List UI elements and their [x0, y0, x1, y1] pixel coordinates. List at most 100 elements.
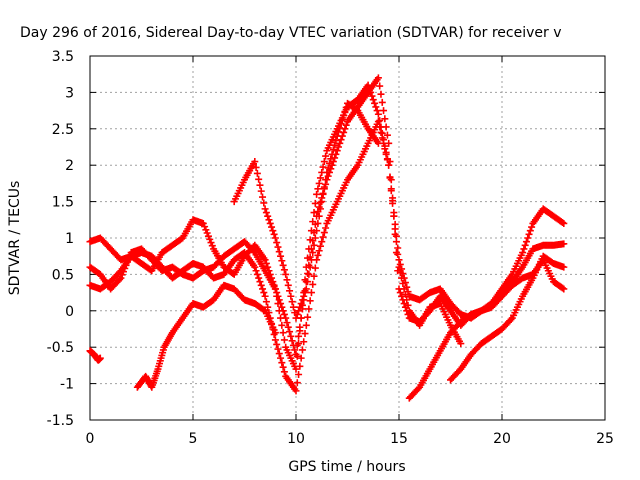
data-point-fill: [403, 296, 411, 304]
data-point-fill: [255, 175, 263, 183]
data-point-fill: [342, 121, 350, 129]
data-point-fill: [315, 247, 323, 255]
data-point-fill: [320, 183, 328, 191]
data-point-fill: [316, 174, 324, 182]
data-point-fill: [365, 85, 373, 93]
data-point-fill: [320, 158, 328, 166]
data-point-fill: [300, 338, 308, 346]
data-point-fill: [291, 346, 299, 354]
data-point-fill: [257, 281, 265, 289]
data-series-2: [86, 74, 568, 358]
data-point-fill: [324, 172, 332, 180]
data-point-fill: [260, 306, 268, 314]
data-point-fill: [278, 321, 286, 329]
data-point-fill: [126, 252, 134, 260]
data-point-fill: [279, 329, 287, 337]
data-point-fill: [286, 328, 294, 336]
data-point-fill: [284, 281, 292, 289]
data-point-fill: [378, 129, 386, 137]
x-tick-label: 10: [287, 431, 305, 447]
data-point-fill: [304, 269, 312, 277]
data-point-fill: [316, 205, 324, 213]
data-point-fill: [394, 250, 402, 258]
data-point-fill: [373, 107, 381, 115]
data-point: [560, 263, 568, 271]
data-point-fill: [265, 216, 273, 224]
data-point-fill: [414, 385, 422, 393]
data-point-fill: [559, 219, 567, 227]
data-point-fill: [260, 289, 268, 297]
data-point-fill: [298, 296, 306, 304]
data-point-fill: [377, 90, 385, 98]
data-point-fill: [316, 199, 324, 207]
data-point-fill: [396, 269, 404, 277]
data-point: [251, 263, 259, 271]
data-point-fill: [264, 303, 272, 311]
data-point: [385, 139, 393, 147]
data-point-fill: [279, 261, 287, 269]
data-point-fill: [340, 112, 348, 120]
data-point-fill: [116, 275, 124, 283]
axis-ticks: [89, 55, 606, 421]
data-point-fill: [293, 352, 301, 360]
data-point-fill: [520, 245, 528, 253]
data-point-fill: [301, 289, 309, 297]
data-point-fill: [314, 219, 322, 227]
y-tick-label: 0.5: [52, 267, 74, 283]
data-point-fill: [304, 278, 312, 286]
data-point-fill: [204, 232, 212, 240]
data-point-fill: [274, 243, 282, 251]
data-point-fill: [334, 143, 342, 151]
data-point: [560, 219, 568, 227]
data-point-fill: [311, 199, 319, 207]
data-point-fill: [274, 345, 282, 353]
y-axis-label: SDTVAR / TECUs: [7, 181, 23, 296]
data-point-fill: [398, 292, 406, 300]
data-point-fill: [273, 239, 281, 247]
y-tick-label: 3: [65, 85, 74, 101]
data-point-fill: [367, 88, 375, 96]
data-point-fill: [252, 267, 260, 275]
data-point-fill: [301, 330, 309, 338]
y-tick-label: -1.5: [47, 413, 74, 429]
data-point-fill: [286, 287, 294, 295]
data-series: [86, 74, 568, 402]
y-tick-label: 2: [65, 158, 74, 174]
x-axis-label: GPS time / hours: [288, 459, 405, 475]
data-point-fill: [287, 292, 295, 300]
data-point: [271, 329, 279, 337]
data-point-fill: [288, 298, 296, 306]
data-point: [117, 274, 125, 282]
data-point-fill: [273, 292, 281, 300]
data-point-fill: [289, 303, 297, 311]
data-point-fill: [381, 115, 389, 123]
data-point-fill: [336, 139, 344, 147]
x-tick-label: 0: [86, 431, 95, 447]
data-point-fill: [327, 155, 335, 163]
data-series-3: [86, 81, 465, 373]
data-point: [261, 256, 269, 264]
data-point-fill: [306, 297, 314, 305]
data-point-fill: [307, 289, 315, 297]
data-point-fill: [296, 327, 304, 335]
data-point-fill: [260, 199, 268, 207]
data-point-fill: [376, 82, 384, 90]
data-point-fill: [295, 371, 303, 378]
data-point: [251, 158, 259, 166]
data-point-fill: [329, 146, 337, 154]
data-point-fill: [314, 185, 322, 193]
data-point-fill: [528, 223, 536, 231]
data-point: [292, 387, 300, 395]
data-point-fill: [203, 229, 211, 237]
data-point-fill: [297, 300, 305, 308]
data-point: [323, 168, 331, 176]
data-point-fill: [341, 125, 349, 133]
data-point-fill: [305, 270, 313, 278]
data-point-fill: [311, 234, 319, 242]
data-point-fill: [280, 368, 288, 376]
data-point-fill: [266, 219, 274, 227]
x-tick-label: 25: [596, 431, 614, 447]
y-tick-labels: -1.5 -1 -0.5 0 0.5 1 1.5 2 2.5 3 3.5: [47, 49, 74, 429]
data-point-fill: [310, 241, 318, 249]
